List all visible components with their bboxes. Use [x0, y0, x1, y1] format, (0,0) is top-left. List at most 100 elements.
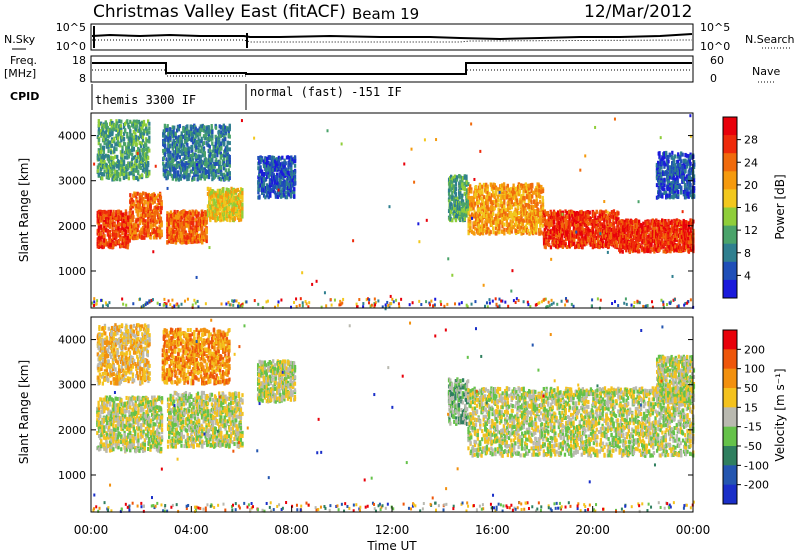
scatter-cell [564, 303, 566, 306]
echo-cell [206, 236, 208, 240]
nsky-tick-bottom: 10^0 [56, 40, 86, 53]
echo-cell [177, 216, 179, 220]
echo-cell [483, 224, 485, 228]
scatter-cell [434, 303, 436, 306]
echo-cell [467, 211, 469, 215]
echo-cell [208, 175, 210, 179]
echo-cell [227, 141, 229, 145]
scatter-cell [660, 299, 662, 302]
scatter-cell [429, 303, 431, 306]
scatter-cell [553, 302, 555, 305]
echo-cell [287, 171, 289, 175]
echo-cell [477, 218, 479, 222]
scatter-cell [515, 301, 517, 304]
echo-cell [487, 207, 489, 211]
echo-cell [129, 126, 131, 130]
echo-cell [142, 191, 144, 195]
echo-cell [100, 224, 102, 228]
echo-cell [143, 232, 145, 236]
echo-cell [211, 134, 213, 138]
cpid-segment-1: themis 3300 IF [95, 93, 196, 107]
scatter-cell [157, 302, 159, 305]
echo-cell [281, 156, 283, 160]
scatter-cell [623, 302, 625, 305]
echo-cell [143, 236, 145, 240]
scatter-cell [611, 302, 613, 305]
echo-cell [241, 215, 243, 219]
scatter-cell [159, 303, 161, 306]
scatter-cell [300, 297, 302, 300]
echo-cell [477, 208, 479, 212]
scatter-cell [262, 306, 264, 309]
echo-cell [479, 184, 481, 188]
echo-cell [141, 173, 143, 177]
echo-cell [160, 196, 162, 200]
scatter-cell [492, 300, 494, 303]
echo-cell [206, 239, 208, 243]
scatter-cell [93, 300, 95, 303]
scatter-cell [299, 304, 301, 307]
scatter-cell [489, 298, 491, 301]
echo-cell [119, 223, 121, 227]
echo-cell [115, 147, 117, 151]
echo-cell [103, 215, 105, 219]
echo-cell [456, 175, 458, 179]
scatter-cell [538, 301, 540, 304]
echo-cell [227, 147, 229, 151]
echo-cell [224, 125, 226, 129]
station-title: Christmas Valley East (fitACF) [93, 2, 346, 22]
echo-cell [185, 241, 187, 245]
scatter-cell [434, 298, 436, 301]
scatter-cell [96, 299, 98, 302]
echo-cell [220, 166, 222, 170]
echo-cell [450, 210, 452, 214]
scatter-cell [96, 302, 98, 305]
echo-cell [224, 137, 226, 141]
echo-cell [482, 227, 484, 231]
echo-cell [275, 195, 277, 199]
echo-cell [229, 141, 231, 145]
scatter-cell [325, 304, 327, 307]
echo-cell [229, 155, 231, 159]
scatter-cell [561, 300, 563, 303]
echo-cell [550, 245, 552, 249]
echo-cell [465, 176, 467, 180]
echo-cell [449, 195, 451, 199]
echo-cell [147, 156, 149, 160]
echo-cell [124, 129, 126, 133]
echo-cell [507, 230, 509, 234]
echo-cell [486, 185, 488, 189]
scatter-cell [551, 299, 553, 302]
echo-cell [145, 143, 147, 147]
scatter-cell [257, 303, 259, 306]
date-label: 12/Mar/2012 [584, 2, 692, 22]
echo-cell [148, 140, 150, 144]
nsearch-tick-bottom: 10^0 [700, 40, 730, 53]
scatter-cell [566, 300, 568, 303]
freq-frame [91, 56, 693, 82]
scatter-cell [495, 297, 497, 300]
echo-cell [503, 231, 505, 235]
echo-cell [239, 195, 241, 199]
echo-cell [97, 169, 99, 173]
echo-cell [202, 153, 204, 157]
scatter-cell [683, 304, 685, 307]
echo-cell [123, 160, 125, 164]
echo-cell [167, 176, 169, 180]
echo-cell [488, 192, 490, 196]
echo-cell [160, 217, 162, 221]
echo-cell [294, 178, 296, 182]
scatter-cell [231, 299, 233, 302]
echo-cell [136, 143, 138, 147]
echo-cell [146, 129, 148, 133]
nave-label: Nave [752, 65, 780, 78]
scatter-cell [385, 303, 387, 306]
scatter-cell [302, 304, 304, 307]
echo-cell [143, 148, 145, 152]
echo-cell [120, 120, 122, 124]
echo-cell [215, 126, 217, 130]
scatter-cell [197, 300, 199, 303]
echo-cell [121, 153, 123, 157]
echo-cell [136, 159, 138, 163]
echo-cell [209, 148, 211, 152]
